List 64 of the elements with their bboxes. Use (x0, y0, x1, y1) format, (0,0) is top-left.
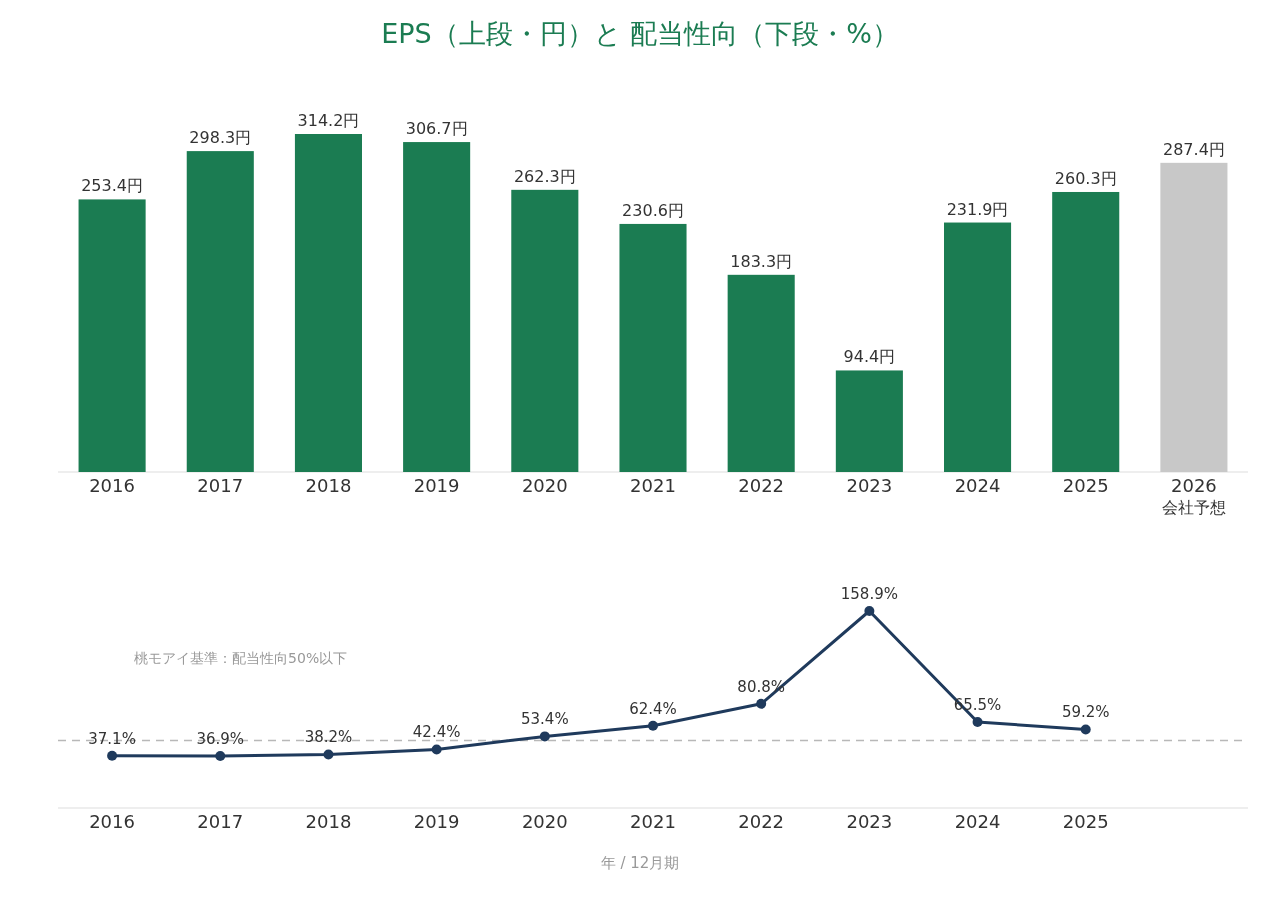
x-axis-title: 年 / 12月期 (600, 854, 680, 872)
x-tick-label: 2023 (846, 475, 893, 496)
point (431, 744, 442, 755)
x-tick-label: 2016 (89, 811, 135, 832)
data-label: 37.1% (88, 729, 136, 748)
x-tick-label: 2018 (305, 811, 352, 832)
data-label: 230.6円 (622, 200, 684, 220)
point (539, 731, 550, 742)
data-label: 183.3円 (730, 251, 793, 271)
x-tick-label: 2026 会社予想 (1161, 475, 1226, 517)
point (107, 750, 118, 761)
bar (1052, 191, 1120, 472)
bar (835, 370, 903, 472)
x-tick-label: 2020 (521, 811, 568, 832)
x-tick-label: 2017 (197, 475, 244, 496)
bar (511, 189, 579, 472)
data-label: 94.4円 (843, 347, 896, 367)
data-label: 306.7円 (405, 119, 468, 139)
data-label: 36.9% (196, 730, 245, 748)
chart-title: EPS（上段・円）と 配当性向（下段・%） (381, 18, 899, 49)
data-label: 253.4円 (81, 176, 143, 196)
x-tick-label: 2021 (630, 475, 676, 496)
bar (78, 199, 146, 472)
x-tick-label: 2022 (738, 811, 785, 832)
data-label: 314.2円 (297, 111, 360, 130)
x-tick-label: 2016 (89, 475, 135, 496)
point (756, 698, 767, 709)
point (972, 717, 983, 728)
bar (727, 274, 795, 472)
x-tick-label: 2019 (413, 811, 460, 832)
ref-line-label: 桃モアイ基準：配当性向50%以下 (134, 650, 348, 666)
data-label: 53.4% (520, 710, 569, 729)
x-tick-label: 2024 (954, 475, 1001, 496)
data-label: 262.3円 (513, 166, 576, 186)
x-tick-label: 2025 (1062, 475, 1109, 496)
x-tick-label: 2019 (413, 475, 460, 496)
data-label: 38.2% (304, 728, 353, 747)
data-label: 62.4% (629, 699, 677, 718)
x-tick-label: 2023 (846, 811, 893, 832)
x-tick-label: 2021 (630, 811, 676, 832)
data-label: 260.3円 (1054, 168, 1117, 188)
data-label: 298.3円 (189, 128, 252, 148)
data-label: 287.4円 (1163, 139, 1225, 159)
bar (186, 151, 254, 472)
bar (1160, 162, 1228, 472)
x-tick-label: 2020 (521, 475, 568, 496)
point (648, 720, 658, 731)
bar (403, 142, 471, 472)
bar (619, 223, 687, 472)
bar (944, 222, 1012, 472)
x-tick-label: 2025 (1062, 811, 1109, 832)
point (1080, 724, 1091, 735)
point (864, 606, 875, 616)
x-tick-label: 2017 (197, 811, 244, 832)
x-tick-label: 2018 (305, 475, 352, 496)
data-label: 42.4% (412, 723, 461, 742)
bar (294, 134, 362, 472)
x-tick-label: 2024 (954, 811, 1001, 832)
point (215, 751, 226, 761)
point (323, 749, 334, 760)
data-label: 59.2% (1061, 703, 1110, 722)
data-label: 158.9% (840, 585, 898, 603)
x-tick-label: 2022 (738, 475, 785, 496)
data-label: 231.9円 (946, 199, 1009, 219)
